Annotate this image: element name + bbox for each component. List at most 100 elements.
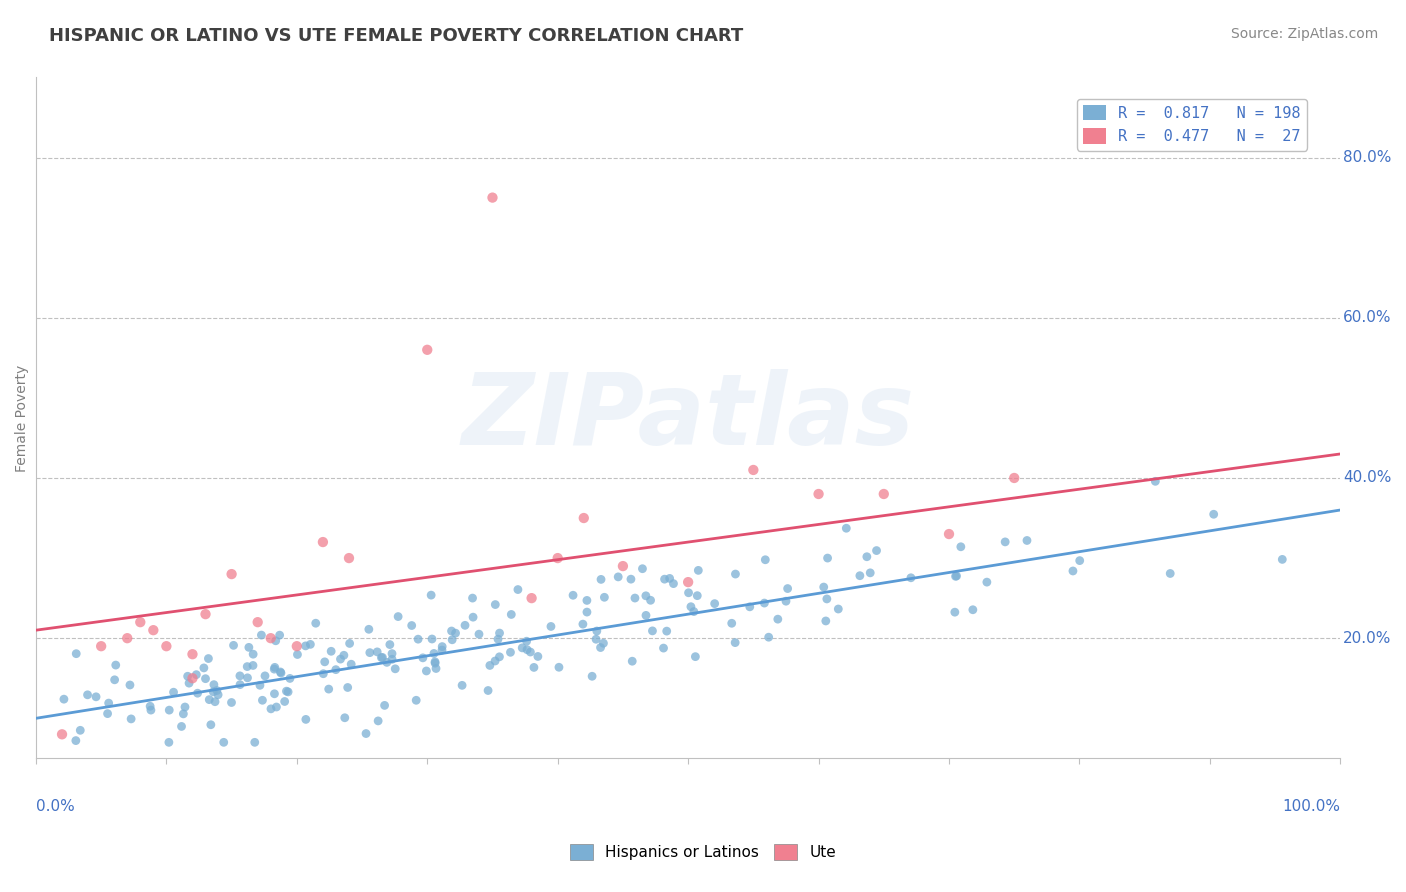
- Point: [655, 624, 678, 639]
- Point: [187, 686, 209, 700]
- Point: [287, 648, 309, 662]
- Point: [194, 672, 217, 686]
- Point: [129, 615, 152, 629]
- Point: [484, 654, 506, 668]
- Point: [662, 576, 685, 591]
- Point: [572, 511, 595, 525]
- Point: [157, 735, 180, 749]
- Point: [754, 596, 776, 610]
- Point: [299, 637, 322, 651]
- Point: [461, 591, 484, 606]
- Point: [381, 647, 404, 661]
- Point: [1002, 471, 1025, 485]
- Point: [333, 711, 356, 725]
- Point: [945, 569, 967, 583]
- Point: [423, 655, 446, 669]
- Point: [510, 640, 533, 655]
- Point: [277, 685, 299, 699]
- Point: [375, 656, 398, 670]
- Point: [815, 591, 838, 606]
- Point: [685, 649, 707, 664]
- Point: [263, 662, 285, 676]
- Point: [612, 559, 634, 574]
- Point: [374, 698, 396, 713]
- Point: [276, 684, 298, 698]
- Point: [76, 688, 98, 702]
- Point: [849, 568, 872, 582]
- Point: [835, 521, 858, 535]
- Point: [176, 669, 198, 683]
- Point: [994, 535, 1017, 549]
- Point: [212, 735, 235, 749]
- Point: [285, 639, 308, 653]
- Point: [527, 649, 550, 664]
- Point: [416, 343, 439, 357]
- Point: [641, 624, 664, 638]
- Point: [295, 712, 318, 726]
- Point: [423, 656, 446, 670]
- Point: [155, 639, 177, 653]
- Point: [776, 582, 799, 596]
- Point: [354, 726, 377, 740]
- Point: [412, 651, 434, 665]
- Point: [186, 667, 208, 681]
- Point: [273, 694, 295, 708]
- Point: [336, 681, 359, 695]
- Point: [200, 717, 222, 731]
- Point: [236, 671, 259, 685]
- Point: [817, 551, 839, 566]
- Point: [357, 622, 380, 636]
- Point: [827, 602, 849, 616]
- Legend: Hispanics or Latinos, Ute: Hispanics or Latinos, Ute: [564, 838, 842, 866]
- Point: [486, 632, 509, 647]
- Point: [52, 692, 75, 706]
- Point: [481, 191, 503, 205]
- Point: [813, 580, 835, 594]
- Point: [589, 573, 612, 587]
- Point: [703, 597, 725, 611]
- Point: [430, 643, 453, 657]
- Point: [865, 543, 887, 558]
- Point: [682, 605, 704, 619]
- Point: [120, 712, 142, 726]
- Point: [873, 487, 896, 501]
- Point: [738, 599, 761, 614]
- Point: [468, 627, 491, 641]
- Point: [197, 651, 219, 665]
- Point: [949, 540, 972, 554]
- Text: 40.0%: 40.0%: [1343, 470, 1392, 485]
- Point: [945, 569, 967, 583]
- Point: [339, 636, 361, 650]
- Point: [758, 630, 780, 644]
- Point: [264, 633, 287, 648]
- Point: [84, 690, 107, 704]
- Point: [775, 594, 797, 608]
- Point: [589, 640, 612, 655]
- Point: [69, 723, 91, 738]
- Point: [294, 639, 316, 653]
- Point: [654, 572, 676, 586]
- Point: [266, 700, 288, 714]
- Point: [321, 644, 343, 658]
- Point: [278, 672, 301, 686]
- Point: [104, 658, 127, 673]
- Point: [484, 598, 506, 612]
- Point: [333, 648, 356, 663]
- Point: [451, 678, 474, 692]
- Point: [260, 702, 283, 716]
- Point: [51, 727, 73, 741]
- Point: [575, 605, 598, 619]
- Point: [640, 593, 662, 607]
- Point: [384, 662, 406, 676]
- Point: [938, 527, 960, 541]
- Point: [250, 628, 273, 642]
- Point: [593, 591, 616, 605]
- Point: [378, 638, 401, 652]
- Point: [585, 632, 607, 647]
- Point: [585, 624, 607, 638]
- Point: [620, 572, 643, 586]
- Point: [263, 660, 285, 674]
- Point: [634, 608, 657, 623]
- Point: [118, 678, 141, 692]
- Point: [253, 669, 276, 683]
